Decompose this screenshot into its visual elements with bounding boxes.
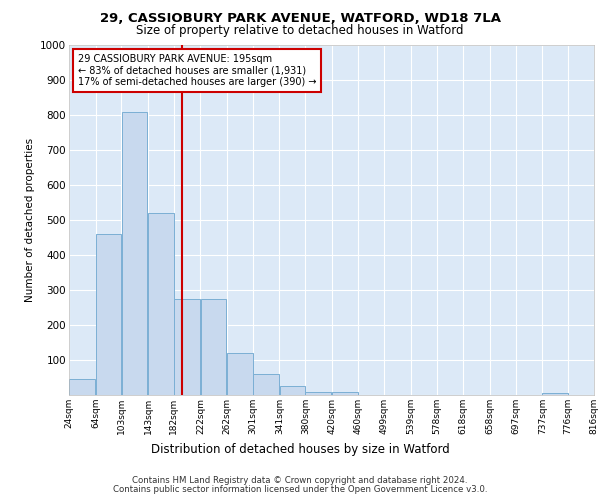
- Y-axis label: Number of detached properties: Number of detached properties: [25, 138, 35, 302]
- Bar: [174, 298, 200, 395]
- Text: 29 CASSIOBURY PARK AVENUE: 195sqm
← 83% of detached houses are smaller (1,931)
1: 29 CASSIOBURY PARK AVENUE: 195sqm ← 83% …: [77, 54, 316, 87]
- Bar: [542, 393, 568, 395]
- Text: Contains HM Land Registry data © Crown copyright and database right 2024.: Contains HM Land Registry data © Crown c…: [132, 476, 468, 485]
- Bar: [305, 392, 331, 395]
- Bar: [148, 213, 174, 395]
- Bar: [69, 378, 95, 395]
- Text: Size of property relative to detached houses in Watford: Size of property relative to detached ho…: [136, 24, 464, 37]
- Text: 29, CASSIOBURY PARK AVENUE, WATFORD, WD18 7LA: 29, CASSIOBURY PARK AVENUE, WATFORD, WD1…: [100, 12, 500, 26]
- Bar: [122, 112, 147, 395]
- Bar: [227, 353, 253, 395]
- Bar: [253, 374, 278, 395]
- Text: Contains public sector information licensed under the Open Government Licence v3: Contains public sector information licen…: [113, 485, 487, 494]
- Bar: [96, 234, 121, 395]
- Bar: [332, 392, 358, 395]
- Bar: [200, 298, 226, 395]
- Bar: [280, 386, 305, 395]
- Text: Distribution of detached houses by size in Watford: Distribution of detached houses by size …: [151, 442, 449, 456]
